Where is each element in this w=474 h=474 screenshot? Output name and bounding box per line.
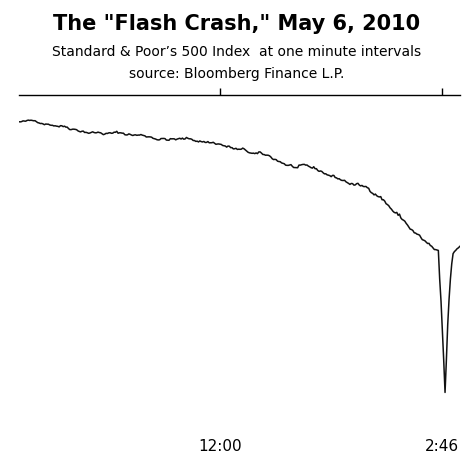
Text: The "Flash Crash," May 6, 2010: The "Flash Crash," May 6, 2010 (54, 14, 420, 34)
Text: 2:46: 2:46 (425, 439, 459, 454)
Text: 12:00: 12:00 (198, 439, 242, 454)
Text: Standard & Poor’s 500 Index  at one minute intervals: Standard & Poor’s 500 Index at one minut… (53, 45, 421, 59)
Text: source: Bloomberg Finance L.P.: source: Bloomberg Finance L.P. (129, 67, 345, 82)
